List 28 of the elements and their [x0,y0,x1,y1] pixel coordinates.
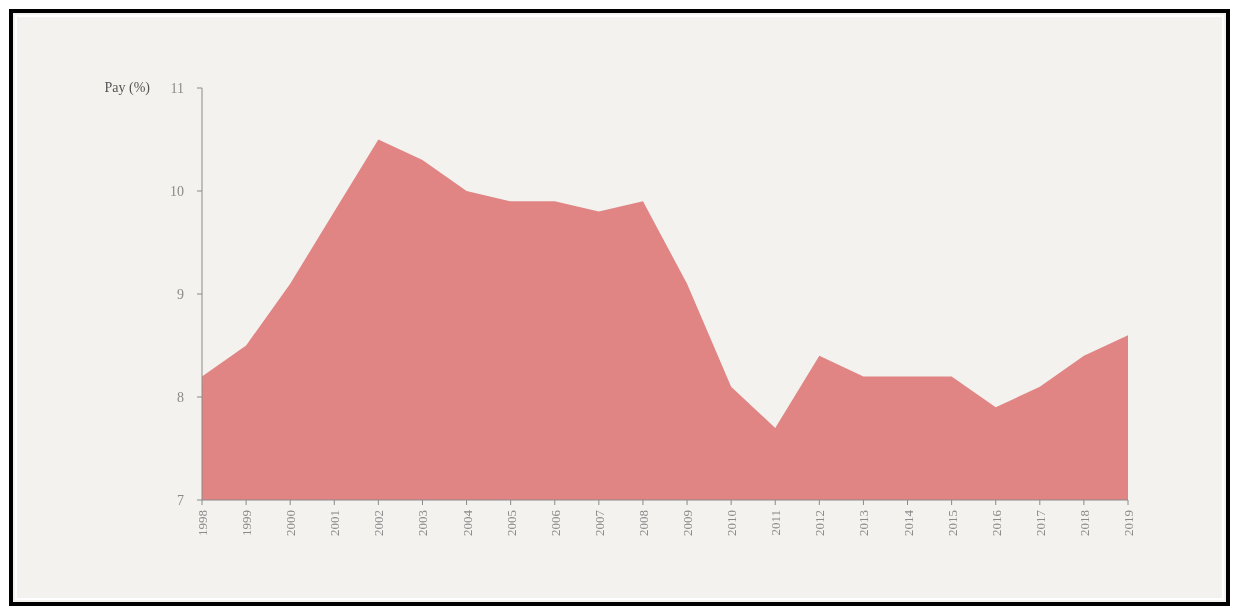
x-tick-label: 2004 [459,509,475,536]
x-tick-label: 2005 [503,510,519,536]
x-tick-label: 2012 [812,510,828,536]
y-tick-label: 8 [177,389,184,405]
x-tick-label: 2013 [856,510,872,536]
x-tick-label: 2018 [1076,510,1092,536]
y-tick-label: 11 [170,80,184,96]
x-tick-label: 2016 [988,509,1004,536]
x-tick-label: 2003 [415,510,431,536]
x-tick-label: 2019 [1121,510,1136,536]
y-tick-label: 7 [177,492,184,508]
x-tick-label: 2007 [591,509,607,536]
y-tick-label: 9 [177,286,184,302]
y-axis-title: Pay (%) [104,80,151,96]
x-tick-label: 2011 [768,510,784,536]
x-tick-label: 1998 [195,510,210,536]
x-tick-label: 2017 [1032,509,1048,536]
x-tick-label: 2002 [371,510,387,536]
x-tick-label: 2001 [327,510,343,536]
x-tick-label: 2014 [900,509,916,536]
x-tick-label: 2009 [680,510,696,536]
y-tick-label: 10 [170,183,184,199]
x-tick-label: 2010 [724,510,740,536]
x-tick-label: 2000 [283,510,299,536]
x-tick-label: 2006 [547,509,563,536]
x-tick-label: 1999 [239,510,255,536]
x-tick-label: 2015 [944,510,960,536]
x-tick-label: 2008 [635,510,651,536]
